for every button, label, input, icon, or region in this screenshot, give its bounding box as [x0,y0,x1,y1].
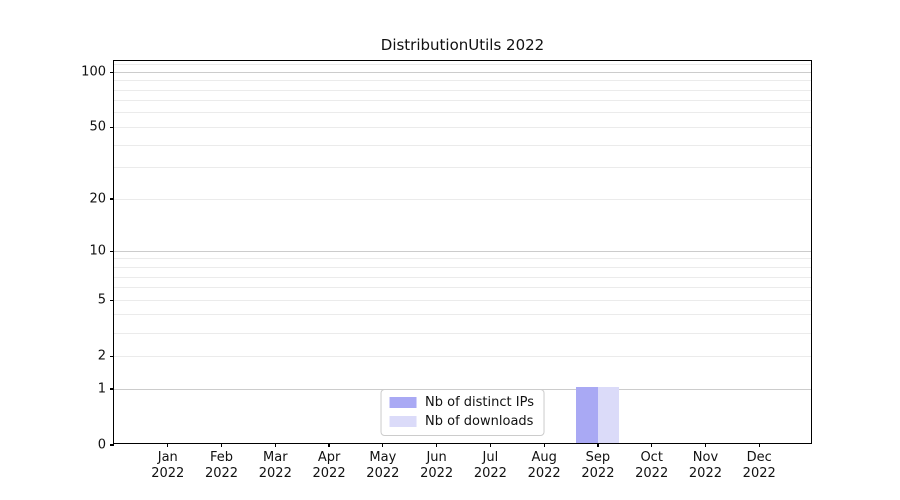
x-tick-mar [274,443,276,447]
x-tick-oct [651,443,653,447]
gridline-y-70 [114,100,811,102]
y-tick-label-50: 50 [89,119,106,135]
legend: Nb of distinct IPs Nb of downloads [380,389,545,436]
x-tick-label-mar: Mar 2022 [258,450,292,481]
x-tick-label-feb: Feb 2022 [204,450,239,481]
y-tick-50 [110,126,114,128]
gridline-y-50 [114,126,811,128]
x-tick-label-jun: Jun 2022 [420,450,454,481]
y-tick-1 [110,388,114,390]
gridline-y-30 [114,167,811,169]
x-tick-label-sep: Sep 2022 [581,450,615,481]
plot-area: 0 1 2 5 10 20 50 100 Jan 2022 Feb 2022 Mar 2022 Ap… [81,60,812,481]
x-tick-label-oct: Oct 2022 [635,450,669,481]
y-tick-20 [110,198,114,200]
chart-title: DistributionUtils 2022 [380,36,545,54]
y-tick-0 [110,444,114,446]
x-tick-jul [489,443,491,447]
x-tick-may [382,443,384,447]
x-tick-label-dec: Dec 2022 [742,450,776,481]
gridline-y-80 [114,89,811,91]
y-tick-10 [110,250,114,252]
y-tick-label-1: 1 [97,381,106,397]
y-tick-2 [110,355,114,357]
x-tick-aug [543,443,545,447]
x-tick-label-jul: Jul 2022 [473,450,507,481]
y-tick-label-0: 0 [97,437,106,453]
x-tick-nov [704,443,707,447]
gridline-y-8 [114,267,811,268]
legend-swatch-distinct-ips [389,397,417,408]
x-tick-sep [597,443,599,447]
y-tick-label-5: 5 [97,292,106,308]
legend-row-downloads: Nb of downloads [389,414,534,429]
bar-nb-of-distinct-ips-sep [576,387,598,443]
gridline-y-4 [114,314,811,316]
legend-label-distinct-ips: Nb of distinct IPs [425,395,534,410]
gridline-y-20 [114,198,811,200]
y-tick-5 [110,299,114,301]
gridline-y-100 [114,71,811,73]
gridline-y-6 [114,287,811,289]
gridline-y-90 [114,80,811,82]
x-tick-label-aug: Aug 2022 [527,450,561,481]
x-tick-label-may: May 2022 [366,450,400,481]
x-tick-dec [758,443,760,447]
gridline-y-5 [114,299,811,301]
x-tick-jun [436,443,438,447]
x-tick-jan [167,443,169,447]
x-tick-label-apr: Apr 2022 [312,450,346,481]
x-tick-label-jan: Jan 2022 [151,450,185,481]
legend-swatch-downloads [389,416,417,427]
gridline-y-110 [114,64,811,66]
x-tick-label-nov: Nov 2022 [688,450,722,481]
x-tick-feb [220,443,223,447]
bar-nb-of-downloads-sep [597,387,620,443]
gridline-y-3 [114,332,811,334]
y-tick-label-10: 10 [89,243,106,259]
y-tick-100 [110,71,114,73]
legend-label-downloads: Nb of downloads [425,414,534,429]
y-tick-label-2: 2 [97,348,106,364]
gridline-y-40 [114,144,811,146]
gridline-y-9 [114,258,811,260]
y-tick-label-20: 20 [89,191,106,207]
x-tick-apr [328,443,330,447]
gridline-y-60 [114,112,811,114]
legend-row-distinct-ips: Nb of distinct IPs [389,395,534,410]
y-tick-label-100: 100 [81,64,106,80]
gridline-y-10 [114,250,811,252]
gridline-y-7 [114,276,811,278]
gridline-y-2 [114,355,811,357]
